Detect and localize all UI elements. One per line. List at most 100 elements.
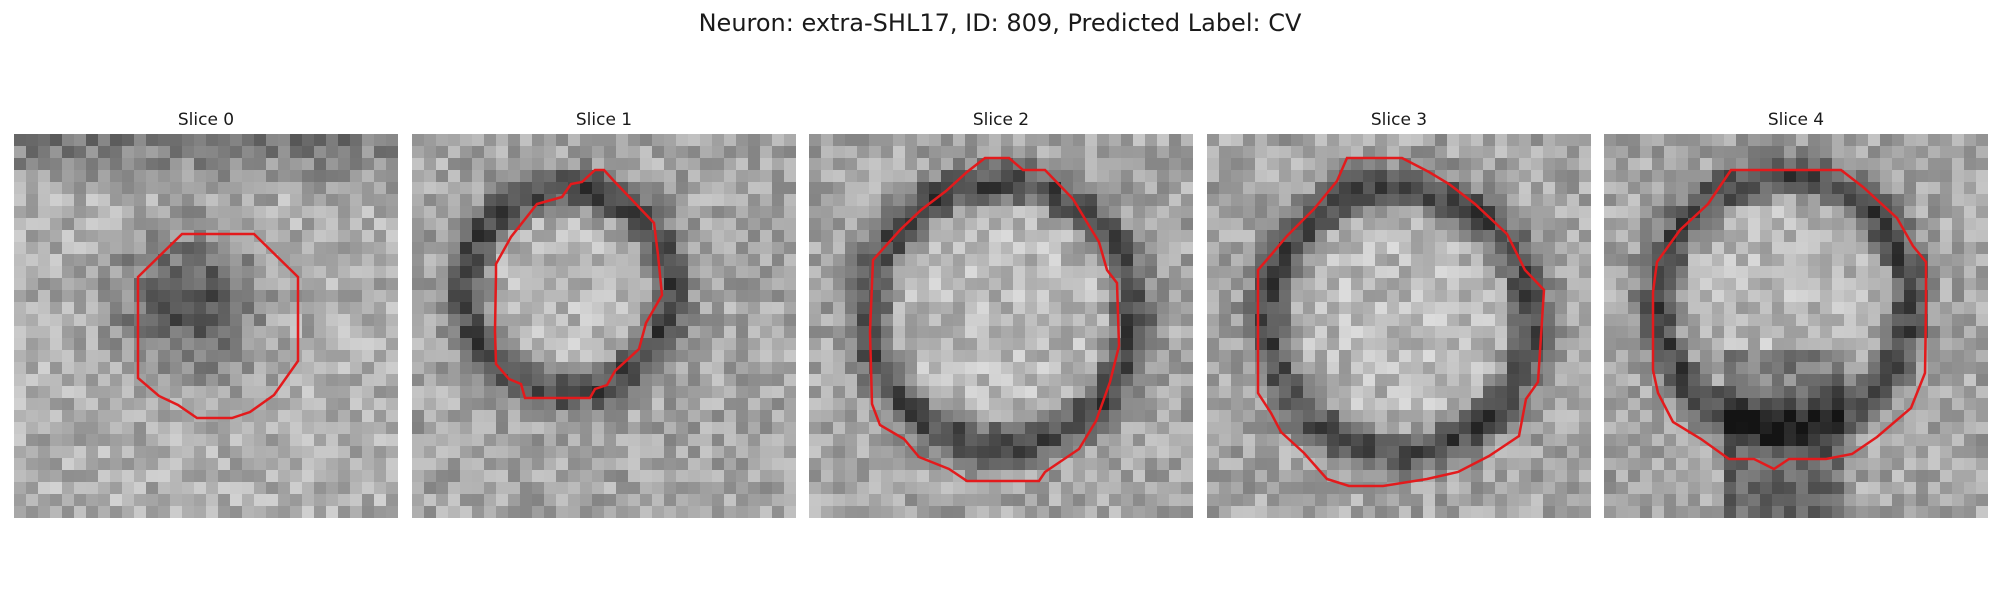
pixel bbox=[122, 386, 134, 398]
pixel bbox=[436, 326, 448, 338]
pixel bbox=[1363, 506, 1375, 518]
pixel bbox=[206, 350, 218, 362]
pixel bbox=[1423, 494, 1435, 506]
pixel bbox=[1243, 434, 1255, 446]
pixel bbox=[833, 422, 845, 434]
pixel bbox=[544, 362, 556, 374]
pixel bbox=[580, 434, 592, 446]
pixel bbox=[1001, 434, 1013, 446]
pixel bbox=[1808, 254, 1820, 266]
pixel bbox=[881, 326, 893, 338]
pixel bbox=[989, 182, 1001, 194]
pixel bbox=[989, 326, 1001, 338]
pixel bbox=[532, 266, 544, 278]
pixel bbox=[1736, 362, 1748, 374]
pixel bbox=[809, 494, 821, 506]
pixel bbox=[290, 158, 302, 170]
pixel bbox=[784, 230, 796, 242]
pixel bbox=[1531, 182, 1543, 194]
pixel bbox=[1459, 374, 1471, 386]
pixel bbox=[676, 494, 688, 506]
pixel bbox=[38, 218, 50, 230]
pixel bbox=[448, 326, 460, 338]
pixel bbox=[1772, 422, 1784, 434]
pixel bbox=[556, 470, 568, 482]
pixel bbox=[700, 158, 712, 170]
pixel bbox=[170, 158, 182, 170]
pixel bbox=[1231, 170, 1243, 182]
pixel bbox=[833, 362, 845, 374]
pixel bbox=[544, 146, 556, 158]
pixel bbox=[412, 434, 424, 446]
pixel bbox=[724, 470, 736, 482]
pixel bbox=[1207, 386, 1219, 398]
pixel bbox=[688, 422, 700, 434]
pixel bbox=[1073, 158, 1085, 170]
pixel bbox=[290, 242, 302, 254]
pixel bbox=[1712, 134, 1724, 146]
pixel bbox=[386, 194, 398, 206]
pixel bbox=[1061, 266, 1073, 278]
pixel bbox=[1411, 362, 1423, 374]
pixel bbox=[98, 338, 110, 350]
pixel bbox=[254, 410, 266, 422]
pixel bbox=[1049, 326, 1061, 338]
pixel bbox=[1736, 182, 1748, 194]
pixel bbox=[86, 194, 98, 206]
pixel bbox=[230, 266, 242, 278]
pixel bbox=[616, 434, 628, 446]
pixel bbox=[1255, 230, 1267, 242]
pixel bbox=[929, 134, 941, 146]
pixel bbox=[26, 458, 38, 470]
pixel bbox=[424, 446, 436, 458]
pixel bbox=[1604, 398, 1616, 410]
pixel bbox=[1001, 398, 1013, 410]
pixel bbox=[472, 470, 484, 482]
pixel bbox=[893, 146, 905, 158]
pixel bbox=[26, 326, 38, 338]
pixel bbox=[1013, 386, 1025, 398]
pixel bbox=[568, 290, 580, 302]
pixel bbox=[556, 350, 568, 362]
pixel bbox=[62, 446, 74, 458]
pixel bbox=[760, 326, 772, 338]
pixel bbox=[1724, 158, 1736, 170]
pixel bbox=[845, 170, 857, 182]
pixel bbox=[254, 314, 266, 326]
pixel bbox=[821, 206, 833, 218]
pixel bbox=[1856, 302, 1868, 314]
pixel bbox=[1231, 386, 1243, 398]
pixel bbox=[1471, 422, 1483, 434]
pixel bbox=[568, 338, 580, 350]
pixel bbox=[1411, 218, 1423, 230]
pixel bbox=[1025, 182, 1037, 194]
pixel bbox=[1157, 494, 1169, 506]
pixel bbox=[1604, 458, 1616, 470]
pixel bbox=[893, 482, 905, 494]
pixel bbox=[386, 338, 398, 350]
pixel bbox=[302, 374, 314, 386]
pixel bbox=[170, 350, 182, 362]
pixel bbox=[1640, 194, 1652, 206]
pixel bbox=[170, 422, 182, 434]
pixel bbox=[772, 302, 784, 314]
pixel bbox=[50, 350, 62, 362]
pixel bbox=[1435, 482, 1447, 494]
pixel bbox=[977, 506, 989, 518]
pixel bbox=[1724, 398, 1736, 410]
pixel bbox=[676, 506, 688, 518]
pixel bbox=[941, 434, 953, 446]
pixel bbox=[760, 338, 772, 350]
pixel bbox=[784, 170, 796, 182]
pixel bbox=[1133, 482, 1145, 494]
pixel bbox=[182, 302, 194, 314]
pixel bbox=[424, 218, 436, 230]
pixel bbox=[1025, 446, 1037, 458]
pixel bbox=[338, 338, 350, 350]
pixel bbox=[26, 182, 38, 194]
pixel bbox=[1567, 386, 1579, 398]
pixel bbox=[1181, 218, 1193, 230]
pixel bbox=[1207, 350, 1219, 362]
pixel bbox=[1037, 242, 1049, 254]
pixel bbox=[448, 458, 460, 470]
